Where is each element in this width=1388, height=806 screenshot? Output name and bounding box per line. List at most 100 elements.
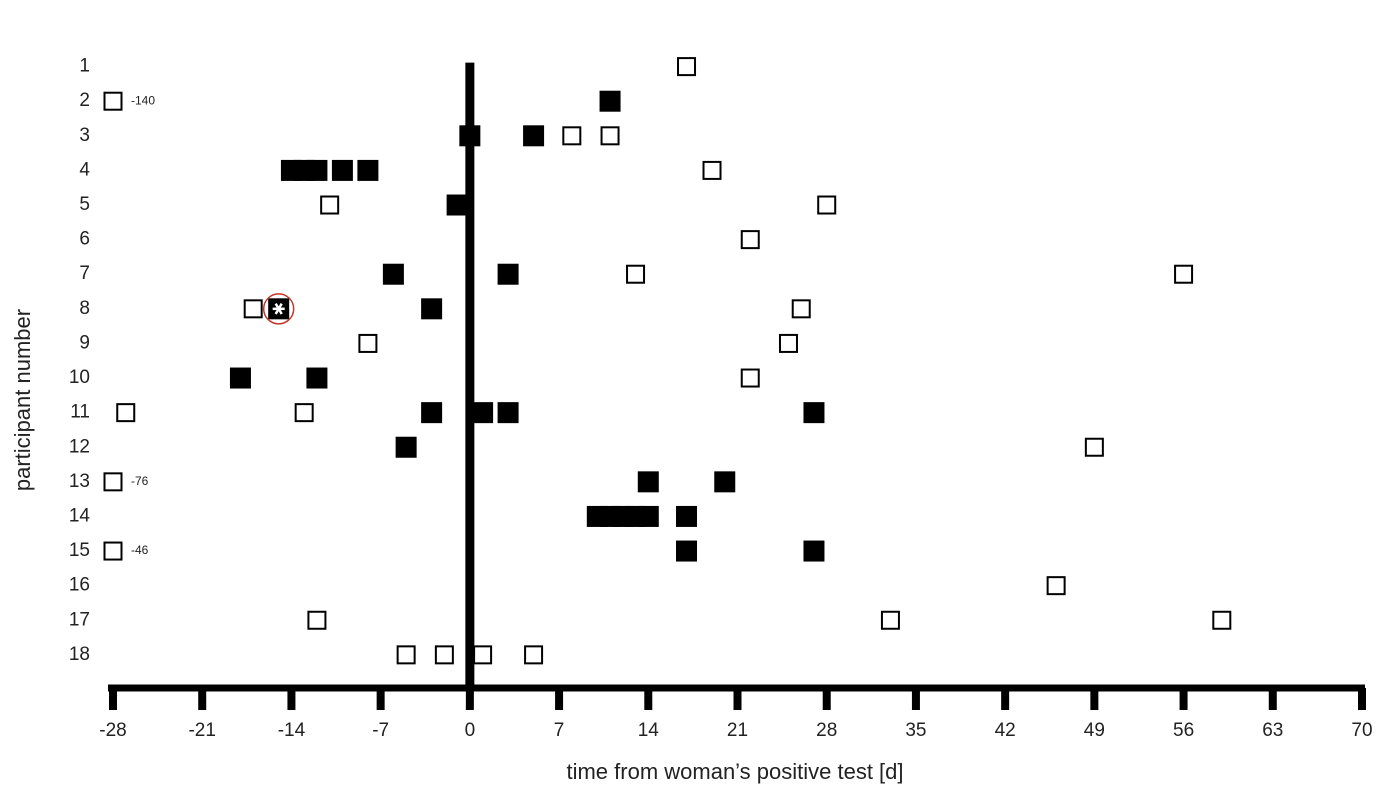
x-tick-label: -21 [188,720,215,741]
x-tick-label: 35 [905,720,926,741]
point-note: -140 [131,93,155,107]
filled-square [637,471,659,493]
point [626,264,646,284]
open-square [243,299,263,319]
point [637,471,659,493]
open-square [524,645,544,665]
filled-square [395,436,417,458]
filled-square [459,125,481,147]
point [740,230,760,250]
open-square [791,299,811,319]
point [523,125,545,147]
filled-square [306,159,328,181]
x-tick-label: 42 [995,720,1016,741]
point [306,159,328,181]
x-tick-label: 49 [1084,720,1105,741]
point [434,645,454,665]
filled-square [599,90,621,112]
open-square [103,541,123,561]
point [676,505,698,527]
x-axis-label: time from woman’s positive test [d] [566,759,903,784]
open-square [740,368,760,388]
point [676,540,698,562]
x-tick-label: -28 [99,720,126,741]
open-square [103,472,123,492]
y-tick-label: 8 [79,298,90,319]
point-note: -46 [131,543,149,557]
open-square [817,195,837,215]
filled-square [714,471,736,493]
open-square [702,160,722,180]
y-tick-label: 7 [79,263,90,284]
filled-square [331,159,353,181]
y-tick-label: 12 [69,436,90,457]
open-square [677,57,697,77]
open-square [1212,610,1232,630]
point [791,299,811,319]
open-square [320,195,340,215]
open-square [103,91,123,111]
filled-square [497,402,519,424]
point [294,403,314,423]
x-tick-label: 0 [465,720,476,741]
point [421,298,443,320]
open-square [1084,437,1104,457]
point [459,125,481,147]
filled-square [446,194,468,216]
open-square [1174,264,1194,284]
y-tick-label: 4 [79,159,90,180]
point [103,91,123,111]
point [331,159,353,181]
x-tick-label: 21 [727,720,748,741]
y-tick-label: 2 [79,90,90,111]
y-tick-label: 3 [79,125,90,146]
point [320,195,340,215]
y-tick-label: 14 [69,505,91,526]
x-tick-label: -14 [278,720,306,741]
y-tick-label: 13 [69,471,90,492]
x-tick-label: 14 [638,720,660,741]
filled-square [803,402,825,424]
point [396,645,416,665]
filled-square [676,540,698,562]
point [637,505,659,527]
x-tick-label: 56 [1173,720,1194,741]
point [1212,610,1232,630]
open-square [434,645,454,665]
point [562,126,582,146]
filled-square [497,263,519,285]
point [497,263,519,285]
point [599,90,621,112]
open-square [562,126,582,146]
point [358,333,378,353]
point [677,57,697,77]
point [473,645,493,665]
open-square [473,645,493,665]
point [395,436,417,458]
y-tick-label: 17 [69,609,90,630]
filled-square [637,505,659,527]
point [600,126,620,146]
open-square [358,333,378,353]
y-tick-label: 9 [79,332,90,353]
open-square [116,403,136,423]
point [1174,264,1194,284]
open-square [307,610,327,630]
x-tick-label: 28 [816,720,837,741]
point [880,610,900,630]
point [382,263,404,285]
open-square [740,230,760,250]
point [1084,437,1104,457]
y-tick-label: 11 [70,402,90,423]
point [714,471,736,493]
y-tick-label: 1 [79,56,90,77]
point [497,402,519,424]
open-square [600,126,620,146]
point [229,367,251,389]
y-tick-label: 6 [79,229,90,250]
point [306,367,328,389]
point [262,293,295,325]
filled-square [229,367,251,389]
filled-square [803,540,825,562]
